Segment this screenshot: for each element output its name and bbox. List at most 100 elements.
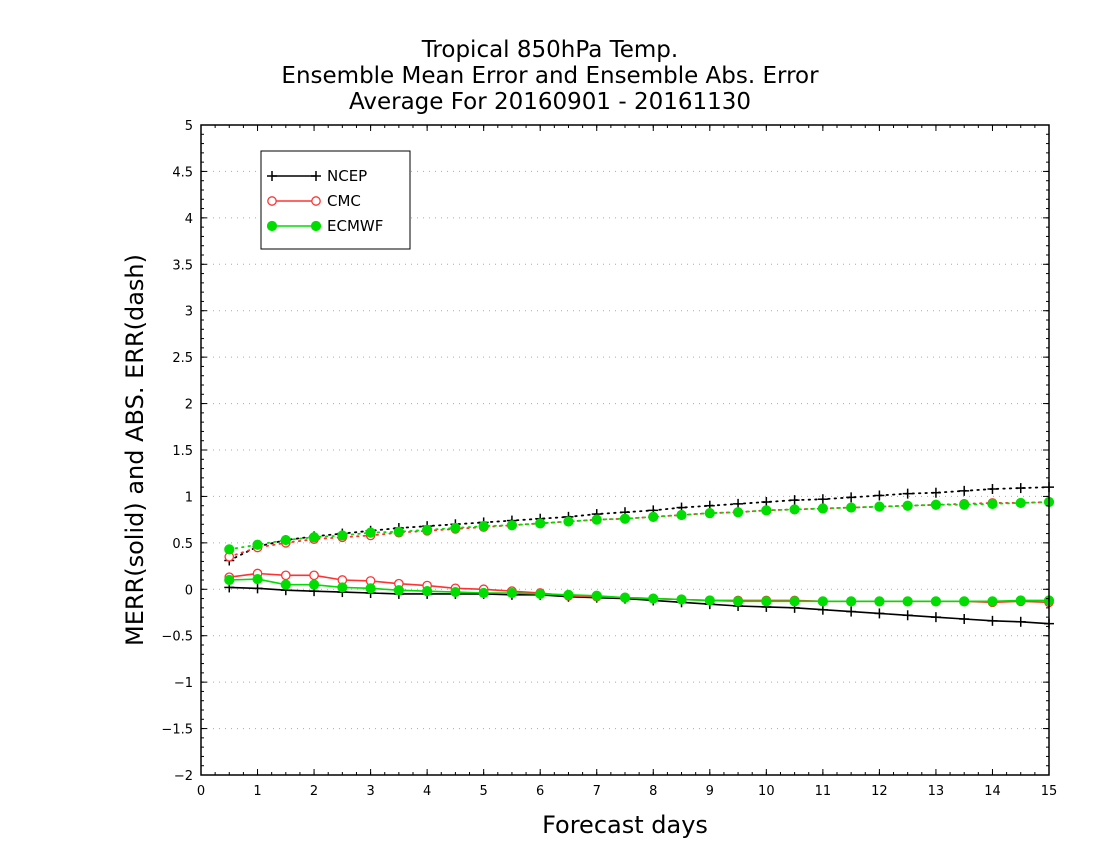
legend-marker-cmc — [267, 196, 277, 206]
point-ecmwf-abs-error — [308, 532, 320, 543]
point-ncep-abs-error — [846, 492, 857, 503]
point-ncep-mean-error — [959, 614, 970, 624]
legend-entry-ncep: NCEP — [267, 167, 367, 185]
x-tick-label: 12 — [871, 784, 888, 799]
point-ecmwf-mean-error — [422, 586, 433, 597]
point-ncep-abs-error — [930, 487, 941, 498]
point-ecmwf-abs-error — [902, 500, 913, 511]
point-ecmwf-mean-error — [224, 574, 235, 586]
point-ecmwf-abs-error — [280, 534, 291, 546]
y-tick-label: −1.5 — [161, 723, 193, 738]
point-ecmwf-abs-error — [732, 507, 744, 518]
point-ncep-mean-error — [846, 606, 857, 617]
x-tick-label: 13 — [928, 784, 945, 799]
point-ecmwf-mean-error — [704, 595, 715, 606]
grid — [201, 170, 1049, 730]
line-ecmwf-abs-error — [228, 501, 1050, 551]
point-ncep-abs-error — [902, 488, 913, 499]
y-tick-label: −1 — [174, 676, 193, 691]
point-ecmwf-abs-error — [930, 499, 942, 510]
legend-label-cmc: CMC — [327, 192, 361, 210]
y-tick-label: −0.5 — [161, 630, 193, 645]
x-tick-label: 3 — [366, 784, 374, 799]
point-ecmwf-mean-error — [478, 587, 489, 599]
point-ecmwf-mean-error — [506, 587, 518, 599]
point-ecmwf-abs-error — [450, 522, 461, 534]
point-ecmwf-abs-error — [506, 520, 518, 531]
point-ecmwf-abs-error — [1015, 497, 1026, 509]
point-ncep-abs-error — [959, 485, 970, 496]
point-ncep-mean-error — [252, 583, 263, 594]
point-ecmwf-mean-error — [563, 589, 574, 600]
axis-ticks: −2−1.5−1−0.500.511.522.533.544.550 1 2 3 4 5 6… — [161, 119, 1057, 799]
point-ecmwf-mean-error — [308, 579, 320, 590]
point-ncep-abs-error — [1015, 483, 1026, 494]
point-ecmwf-abs-error — [648, 511, 659, 522]
point-ecmwf-mean-error — [732, 596, 744, 607]
point-ncep-mean-error — [902, 610, 913, 621]
point-ecmwf-abs-error — [987, 498, 998, 509]
point-cmc-mean-error — [280, 570, 291, 581]
legend-marker-ecmwf — [266, 220, 278, 232]
y-tick-label: 2.5 — [172, 351, 193, 366]
point-ecmwf-mean-error — [930, 596, 942, 607]
y-tick-label: 1 — [185, 490, 193, 505]
point-ecmwf-mean-error — [817, 596, 828, 607]
point-ecmwf-mean-error — [987, 596, 998, 607]
point-ecmwf-abs-error — [761, 505, 772, 516]
line-cmc-abs-error — [228, 501, 1050, 558]
point-ecmwf-mean-error — [337, 582, 348, 593]
point-ecmwf-abs-error — [337, 530, 348, 541]
line-ncep-mean-error — [229, 586, 1050, 625]
legend-marker-ecmwf — [310, 220, 322, 232]
y-tick-label: 4 — [185, 212, 193, 227]
legend-marker-cmc — [311, 196, 321, 206]
point-ecmwf-abs-error — [846, 502, 857, 513]
point-ecmwf-abs-error — [365, 527, 376, 538]
point-ecmwf-mean-error — [846, 596, 857, 607]
point-ecmwf-abs-error — [535, 518, 546, 529]
legend-marker-ncep — [311, 171, 321, 181]
point-ecmwf-mean-error — [789, 596, 800, 607]
point-ecmwf-mean-error — [1015, 595, 1026, 606]
legend-marker-ncep — [267, 171, 277, 181]
x-tick-label: 1 — [253, 784, 261, 799]
point-ncep-mean-error — [1015, 616, 1026, 627]
y-tick-label: 3.5 — [172, 258, 193, 273]
x-tick-label: 5 — [480, 784, 488, 799]
legend-entry-cmc: CMC — [267, 192, 361, 210]
x-tick-label: 10 — [758, 784, 775, 799]
point-ecmwf-mean-error — [280, 579, 291, 590]
line-ecmwf-mean-error — [229, 578, 1049, 603]
point-ncep-mean-error — [874, 608, 885, 619]
x-tick-label: 15 — [1041, 784, 1058, 799]
point-ecmwf-mean-error — [761, 596, 772, 607]
chart-title-line-3: Average For 20160901 - 20161130 — [348, 89, 752, 115]
legend-entry-ecmwf: ECMWF — [266, 217, 383, 235]
series-cmc — [224, 497, 1054, 608]
point-ecmwf-abs-error — [224, 544, 235, 555]
x-tick-label: 0 — [197, 784, 205, 799]
point-ncep-abs-error — [987, 484, 998, 494]
point-ecmwf-abs-error — [789, 504, 800, 515]
y-tick-label: 4.5 — [172, 165, 193, 180]
point-ecmwf-abs-error — [393, 526, 404, 537]
point-ecmwf-abs-error — [874, 501, 885, 512]
point-ecmwf-mean-error — [902, 596, 913, 607]
point-ecmwf-mean-error — [450, 586, 461, 598]
point-ecmwf-mean-error — [874, 596, 885, 607]
point-ecmwf-abs-error — [959, 499, 970, 510]
point-ecmwf-mean-error — [676, 594, 687, 605]
x-tick-label: 9 — [706, 784, 714, 799]
legend-label-ncep: NCEP — [327, 167, 367, 185]
x-axis-label: Forecast days — [542, 811, 708, 839]
point-ecmwf-mean-error — [619, 592, 631, 603]
legend: NCEP CMC ECMWF — [260, 150, 411, 250]
point-ecmwf-abs-error — [591, 514, 602, 525]
series-layer — [224, 482, 1055, 629]
x-tick-label: 14 — [984, 784, 1001, 799]
y-tick-label: 0.5 — [172, 537, 193, 552]
y-tick-label: 3 — [185, 305, 193, 320]
point-ncep-abs-error — [817, 494, 828, 505]
